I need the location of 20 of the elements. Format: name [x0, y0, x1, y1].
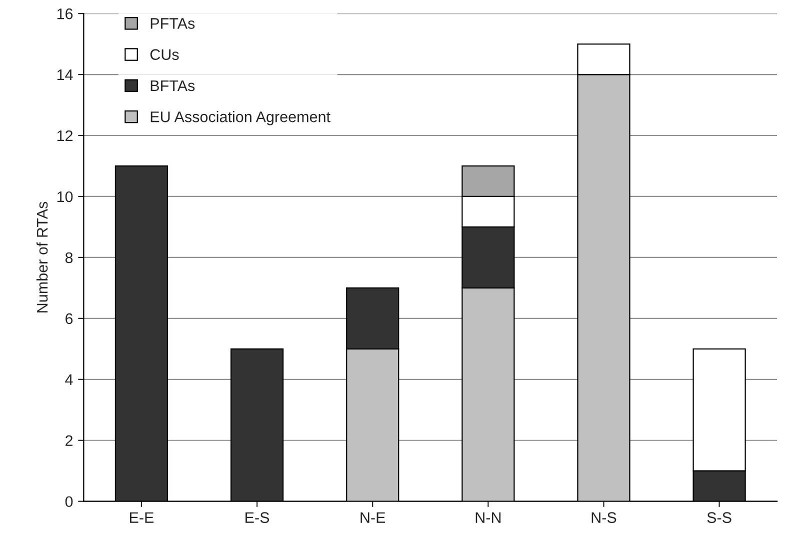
y-tick-label: 10: [57, 191, 73, 202]
legend-label: BFTAs: [150, 80, 195, 92]
y-tick-label: 0: [65, 496, 73, 508]
x-tick-label: N-S: [592, 512, 616, 523]
legend-label: PFTAs: [150, 18, 195, 29]
x-tick-label: N-E: [360, 512, 386, 523]
y-tick-label: 2: [66, 435, 72, 446]
y-tick-label: 12: [57, 130, 73, 142]
y-tick-label: 4: [65, 374, 73, 385]
legend-label: CUs: [150, 49, 179, 60]
y-tick-label: 6: [66, 313, 73, 324]
x-tick-label: E-E: [130, 512, 154, 523]
y-tick-label: 16: [57, 8, 73, 20]
y-tick-label: 14: [57, 70, 73, 80]
x-tick-label: N-N: [476, 512, 500, 523]
x-tick-label: E-S: [246, 512, 270, 523]
y-axis-title: Number of RTAs: [36, 202, 48, 312]
y-tick-label: 8: [65, 252, 73, 264]
legend-label: EU Association Agreement: [150, 111, 330, 126]
x-tick-label: S-S: [707, 512, 732, 523]
